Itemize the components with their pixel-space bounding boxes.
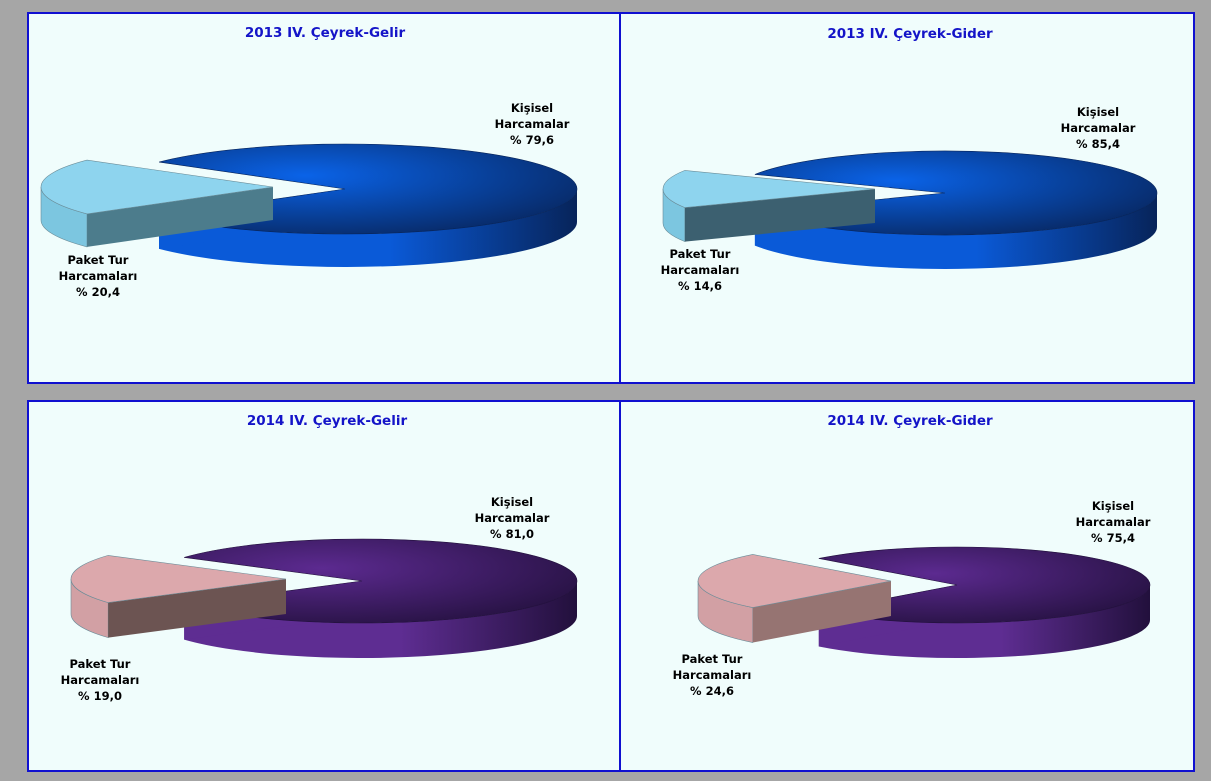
pie-chart-4: 2014 IV. Çeyrek-Gider Kişisel Harcamalar% … — [673, 413, 1151, 698]
main-slice-label: Kişisel Harcamalar% 79,6 — [495, 101, 570, 147]
main-slice-label: Kişisel Harcamalar% 85,4 — [1061, 105, 1136, 151]
chart-title: 2014 IV. Çeyrek-Gider — [827, 413, 993, 429]
main-slice-label: Kişisel Harcamalar% 81,0 — [475, 495, 550, 541]
chart-title: 2013 IV. Çeyrek-Gider — [827, 26, 993, 42]
minor-slice-label: Paket Tur Harcamaları% 19,0 — [61, 657, 140, 703]
chart-title: 2013 IV. Çeyrek-Gelir — [245, 25, 406, 41]
minor-slice-label: Paket Tur Harcamaları% 14,6 — [661, 247, 740, 293]
main-slice-side — [184, 581, 577, 658]
pie-chart-2: 2013 IV. Çeyrek-Gider Kişisel Harcamalar% … — [661, 26, 1158, 293]
chart-title: 2014 IV. Çeyrek-Gelir — [247, 413, 408, 429]
main-slice-side — [159, 189, 578, 267]
minor-slice — [662, 170, 876, 208]
minor-slice — [40, 159, 274, 215]
minor-slice — [697, 554, 892, 608]
minor-slice — [70, 555, 287, 603]
panel-divider — [619, 402, 621, 770]
main-slice — [818, 546, 1151, 624]
minor-slice-cut — [684, 189, 875, 242]
main-slice-side — [754, 193, 1157, 269]
panel-divider — [619, 14, 621, 382]
minor-slice-cut — [87, 187, 273, 247]
minor-slice-label: Paket Tur Harcamaları% 24,6 — [673, 652, 752, 698]
minor-slice-cut — [108, 579, 286, 638]
main-slice-label: Kişisel Harcamalar% 75,4 — [1076, 499, 1151, 545]
minor-slice-cut — [752, 581, 891, 643]
pie-chart-1: 2013 IV. Çeyrek-Gelir Kişisel Harcamalar% … — [40, 25, 578, 299]
main-slice-side — [818, 585, 1150, 658]
minor-slice-label: Paket Tur Harcamaları% 20,4 — [59, 253, 138, 299]
pie-chart-3: 2014 IV. Çeyrek-Gelir Kişisel Harcamalar% … — [61, 413, 578, 703]
